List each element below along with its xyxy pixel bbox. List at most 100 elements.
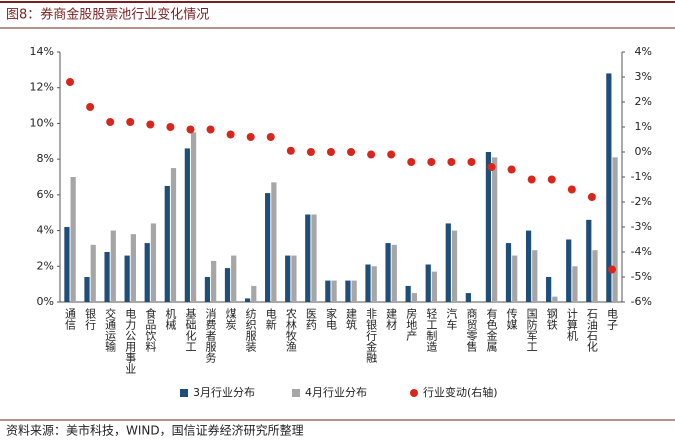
x-tick-label: 传媒 <box>505 308 518 331</box>
bar <box>130 234 136 302</box>
bar <box>532 250 538 302</box>
bar <box>291 255 297 302</box>
bar <box>244 298 251 302</box>
x-tick-label: 建筑 <box>345 307 358 330</box>
bar <box>124 255 130 302</box>
y-tick-label: 4% <box>37 224 54 237</box>
bar <box>445 223 451 302</box>
change-dot <box>146 120 155 129</box>
change-dot <box>226 130 235 139</box>
change-dot <box>467 158 476 166</box>
chart-title: 图8：券商金股股票池行业变化情况 <box>6 7 209 23</box>
bar <box>505 243 512 302</box>
x-tick-label: 电力公用事业 <box>124 308 137 374</box>
bar <box>525 230 532 302</box>
change-dot <box>86 103 95 111</box>
bar <box>184 148 190 302</box>
x-tick-label: 电新 <box>264 308 277 330</box>
bar <box>331 280 337 302</box>
y-tick-label: 12% <box>30 81 54 94</box>
bar <box>405 285 411 302</box>
y2-tick-label: -6% <box>631 295 652 308</box>
bar <box>431 271 438 302</box>
y2-tick-label: -2% <box>631 195 652 208</box>
change-dot <box>66 78 75 86</box>
bar <box>371 266 377 302</box>
x-tick-label: 基础化工 <box>184 308 197 352</box>
x-tick-label: 钢铁 <box>545 308 558 330</box>
legend-label: 行业变动(右轴) <box>423 385 498 399</box>
change-dot <box>407 158 416 166</box>
bar <box>391 244 397 302</box>
legend-swatch <box>410 389 418 397</box>
change-dot <box>487 163 496 171</box>
x-tick-label: 通信 <box>64 308 77 331</box>
change-dot <box>567 185 576 194</box>
bar <box>90 244 96 302</box>
x-tick-label: 家电 <box>324 307 337 330</box>
x-tick-label: 交通运输 <box>104 307 117 353</box>
x-tick-label: 银行 <box>84 307 97 331</box>
y-tick-label: 2% <box>37 259 54 272</box>
x-tick-label: 汽车 <box>445 307 458 331</box>
change-dot <box>587 193 596 201</box>
x-tick-label: 机械 <box>164 307 177 331</box>
y2-tick-label: -1% <box>631 170 652 183</box>
y2-tick-label: -5% <box>631 270 652 283</box>
bar <box>305 214 311 302</box>
y-tick-label: 8% <box>37 152 54 165</box>
change-dot <box>427 158 436 166</box>
bar <box>351 280 357 302</box>
x-tick-label: 电子 <box>605 308 618 330</box>
bar <box>204 277 211 302</box>
x-tick-label: 煤炭 <box>224 308 237 331</box>
legend-swatch <box>180 389 188 397</box>
bar <box>411 293 417 302</box>
bar <box>325 280 331 302</box>
change-dot <box>106 118 115 126</box>
bar <box>271 182 277 302</box>
change-dot <box>367 150 376 159</box>
change-dot <box>306 148 315 156</box>
y-tick-label: 10% <box>30 116 54 129</box>
bar <box>606 73 612 302</box>
change-dot <box>326 148 335 156</box>
legend-label: 3月行业分布 <box>193 386 255 399</box>
y2-tick-label: 3% <box>635 70 652 83</box>
change-dot <box>286 146 295 155</box>
bar <box>231 255 237 302</box>
bar <box>552 296 558 302</box>
bar <box>251 285 257 302</box>
change-dot <box>186 125 195 134</box>
change-dot <box>266 133 275 141</box>
x-tick-label: 医药 <box>304 308 317 331</box>
bar <box>485 152 492 302</box>
change-dot <box>507 165 516 174</box>
change-dot <box>607 265 616 274</box>
bar <box>265 193 271 302</box>
y-tick-label: 0% <box>37 295 54 308</box>
y2-tick-label: -3% <box>631 220 652 233</box>
bar <box>425 264 431 302</box>
x-tick-label: 食品饮料 <box>144 307 157 353</box>
bar <box>572 266 578 302</box>
bar <box>170 168 177 302</box>
bar <box>70 177 76 302</box>
legend-swatch <box>292 389 300 397</box>
x-tick-label: 有色金属 <box>485 307 498 353</box>
x-tick-label: 轻工制造 <box>425 307 438 352</box>
bar <box>451 230 458 302</box>
bar <box>224 268 231 302</box>
legend-label: 4月行业分布 <box>305 386 367 399</box>
bar <box>211 260 217 302</box>
change-dot <box>387 150 396 159</box>
x-tick-label: 消费者服务 <box>204 307 217 363</box>
bar <box>285 255 291 302</box>
x-tick-label: 建材 <box>385 307 398 330</box>
bar <box>612 157 618 302</box>
change-dot <box>527 175 536 184</box>
y-tick-label: 14% <box>30 45 54 58</box>
bar <box>104 252 110 302</box>
x-tick-label: 非银行金融 <box>365 308 378 364</box>
